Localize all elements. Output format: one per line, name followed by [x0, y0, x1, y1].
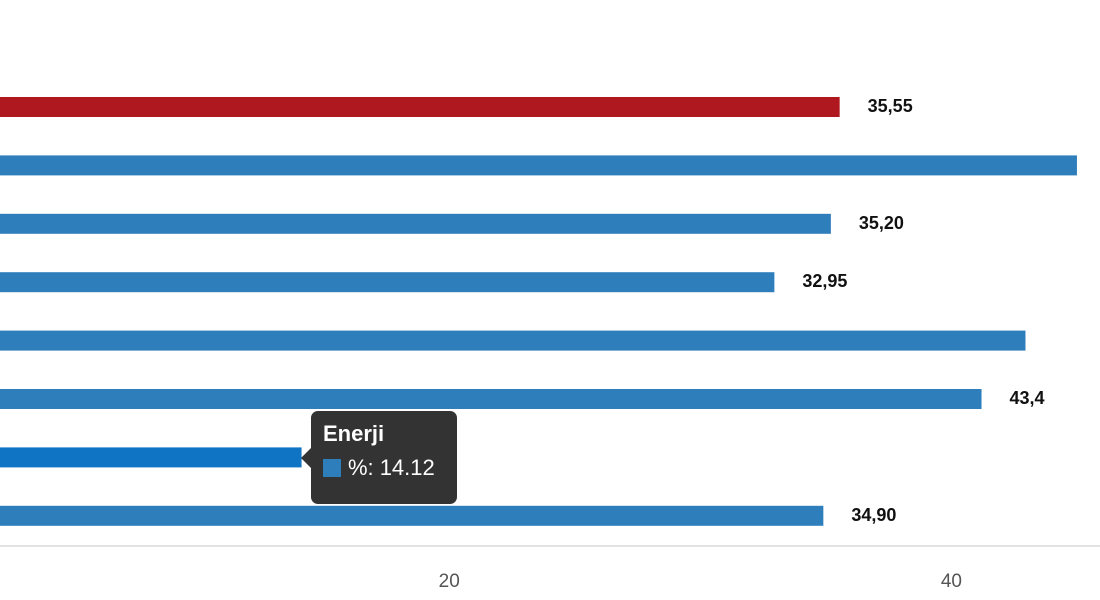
- data-label: 35,20: [859, 213, 904, 233]
- x-tick-label: 40: [941, 571, 962, 592]
- bar[interactable]: [0, 97, 840, 117]
- data-label: 34,90: [851, 505, 896, 525]
- bar[interactable]: [0, 447, 302, 468]
- bar[interactable]: [0, 272, 775, 293]
- bar[interactable]: [0, 155, 1077, 176]
- x-tick-label: 20: [439, 571, 460, 592]
- data-label: 32,95: [802, 271, 847, 291]
- bar[interactable]: [0, 505, 824, 526]
- tooltip-series-label: %:: [348, 455, 374, 480]
- bar[interactable]: [0, 389, 982, 409]
- bar[interactable]: [0, 213, 831, 234]
- tooltip-row: %: 14.12: [323, 455, 445, 481]
- tooltip: Enerji %: 14.12: [301, 411, 457, 504]
- tooltip-value: 14.12: [379, 455, 435, 480]
- tooltip-title: Enerji: [323, 421, 385, 446]
- tooltip-swatch: [323, 459, 341, 477]
- data-label: 43,4: [1010, 388, 1045, 408]
- bar[interactable]: [0, 330, 1026, 351]
- data-label: 35,55: [868, 96, 913, 116]
